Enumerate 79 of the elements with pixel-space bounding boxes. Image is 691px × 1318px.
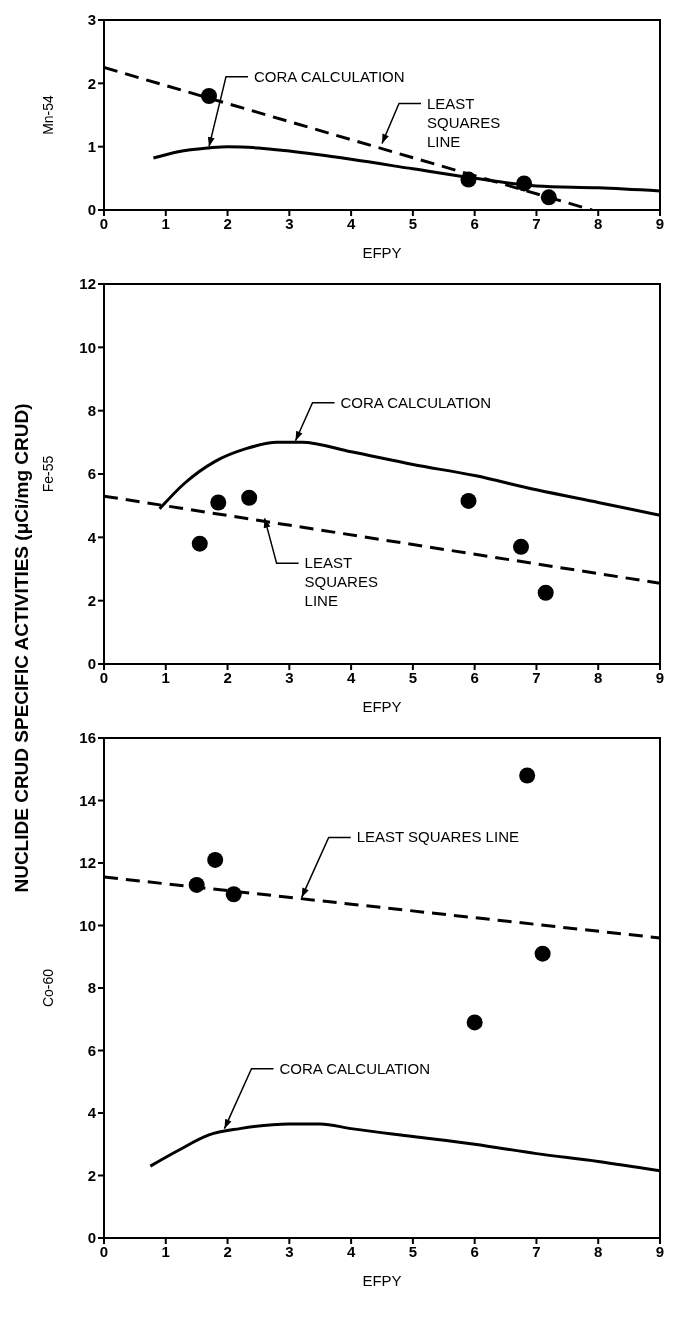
y-axis-title: Mn-54 [39,94,56,135]
point [225,886,242,903]
x-tick-label: 5 [408,214,418,232]
x-axis-title: EFPY [362,698,402,715]
x-tick-label: 6 [470,214,479,232]
x-tick-label: 7 [532,214,541,232]
y-tick-label: 6 [87,1041,96,1059]
x-tick-label: 1 [161,668,170,686]
y-tick-label: 12 [79,854,96,872]
x-tick-label: 4 [346,668,356,686]
annotation: LEAST SQUARES LINE [304,554,378,610]
x-tick-label: 6 [470,668,479,686]
y-tick-label: 16 [79,729,96,747]
y-tick-label: 2 [87,1166,96,1184]
x-tick-label: 7 [532,668,541,686]
y-tick-label: 6 [87,465,96,483]
x-axis-title: EFPY [362,1272,402,1289]
point [460,492,477,509]
y-tick-label: 14 [79,791,97,809]
x-tick-label: 8 [594,668,603,686]
x-tick-label: 8 [594,1242,603,1260]
annotation: CORA CALCULATION [340,393,492,411]
y-tick-label: 10 [79,338,96,356]
y-tick-label: 8 [87,401,96,419]
y-tick-label: 4 [87,528,97,546]
x-tick-label: 7 [532,1242,541,1260]
annotation: LEAST SQUARES LINE [427,94,501,150]
x-tick-label: 0 [99,668,109,686]
point [519,767,536,784]
y-tick-label: 2 [87,591,96,609]
point [188,876,205,893]
x-tick-label: 6 [470,1242,479,1260]
point [460,171,477,188]
x-tick-label: 3 [285,668,294,686]
annotation: CORA CALCULATION [254,67,405,85]
y-tick-label: 0 [87,655,96,673]
x-tick-label: 0 [99,214,109,232]
y-tick-label: 4 [87,1104,97,1122]
annotation: CORA CALCULATION [279,1059,431,1077]
point [513,538,529,555]
x-tick-label: 3 [285,1242,294,1260]
point [207,851,224,868]
x-tick-label: 8 [594,214,603,232]
x-tick-label: 1 [161,1242,170,1260]
y-tick-label: 8 [87,979,96,997]
point [201,88,218,104]
x-tick-label: 2 [223,214,232,232]
x-tick-label: 5 [408,1242,418,1260]
y-tick-label: 3 [87,11,96,29]
point [241,489,258,506]
x-tick-label: 1 [161,214,170,232]
y-tick-label: 0 [87,1229,96,1247]
y-tick-label: 10 [79,916,96,934]
y-axis-title: Fe-55 [39,455,56,493]
x-tick-label: 4 [346,1242,356,1260]
x-tick-label: 9 [655,1242,665,1260]
x-tick-label: 9 [655,214,665,232]
text: NUCLIDE CRUD SPECIFIC ACTIVITIES (μCi/mg CRUD) [11,403,33,893]
x-tick-label: 0 [99,1242,109,1260]
point [191,535,208,552]
x-tick-label: 4 [346,214,356,232]
x-tick-label: 9 [655,668,665,686]
y-tick-label: 2 [87,74,96,92]
annotation: LEAST SQUARES LINE [356,828,519,846]
x-tick-label: 2 [223,1242,232,1260]
point [210,494,227,511]
y-tick-label: 0 [87,201,96,219]
point [537,584,554,601]
x-tick-label: 2 [223,668,232,686]
point [534,945,551,962]
y-tick-label: 1 [87,137,96,155]
x-axis-title: EFPY [362,244,402,261]
y-tick-label: 12 [79,275,96,293]
point [540,189,557,206]
x-tick-label: 3 [285,214,294,232]
point [516,175,533,192]
y-axis-title: Co-60 [39,968,56,1008]
point [466,1014,483,1031]
x-tick-label: 5 [408,668,418,686]
